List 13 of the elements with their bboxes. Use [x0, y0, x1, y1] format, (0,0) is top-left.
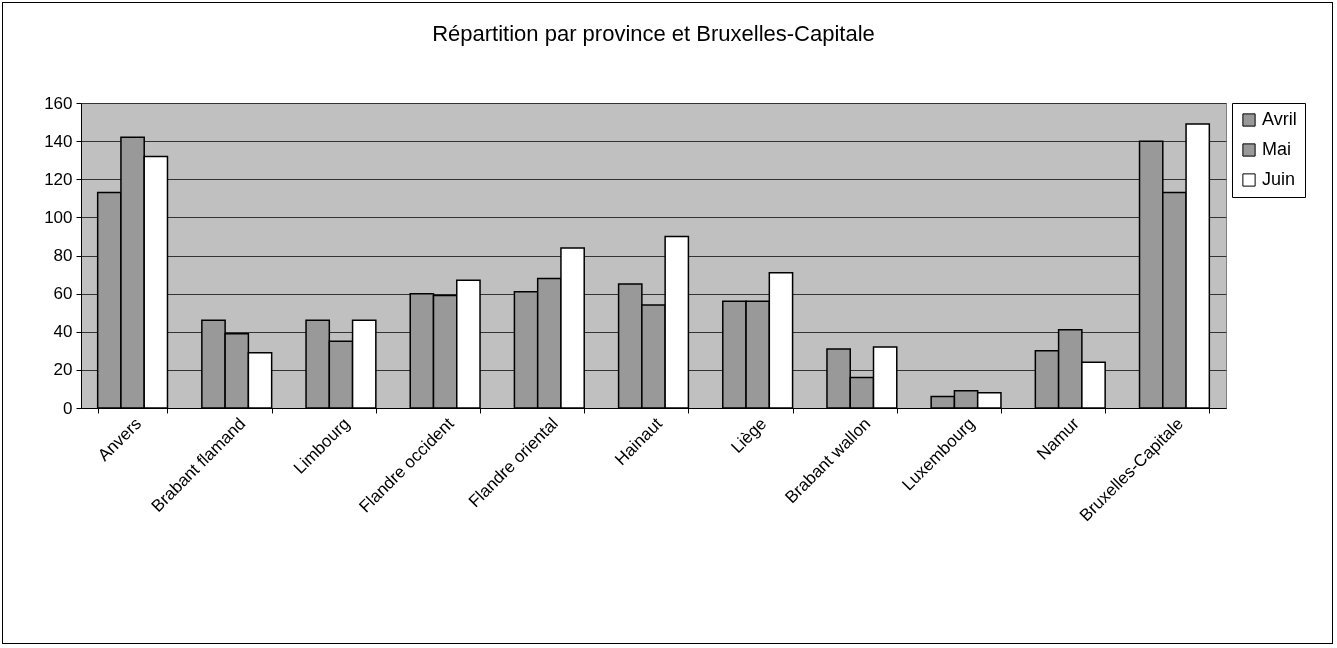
y-tick-label: 0 — [63, 398, 73, 418]
legend-label: Mai — [1262, 139, 1292, 159]
y-tick-label: 120 — [44, 169, 73, 189]
y-tick-label: 20 — [53, 360, 73, 380]
y-tick-label: 160 — [44, 93, 73, 113]
y-tick-label: 100 — [44, 207, 73, 227]
legend-label: Avril — [1262, 109, 1297, 129]
y-tick-label: 40 — [53, 322, 73, 342]
y-tick-label: 60 — [53, 284, 73, 304]
y-tick-label: 140 — [44, 131, 73, 151]
chart-title: Répartition par province et Bruxelles-Capitale — [432, 21, 875, 46]
y-tick-label: 80 — [53, 246, 73, 265]
legend-label: Juin — [1262, 169, 1296, 189]
